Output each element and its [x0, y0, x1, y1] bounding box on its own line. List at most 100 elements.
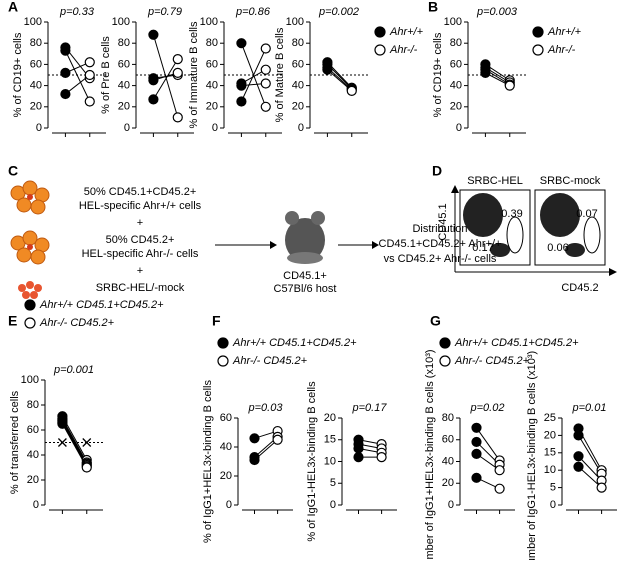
open-dot [272, 434, 283, 445]
y-tick-label: 80 [118, 37, 130, 49]
pair-connector [152, 58, 179, 100]
filled-dot [322, 64, 333, 75]
open-dot [504, 80, 515, 91]
open-dot [24, 317, 36, 329]
filled-dot [236, 96, 247, 107]
y-tick-label: 60 [206, 58, 218, 70]
filled-dot [471, 448, 482, 459]
y-tick-label: 15 [544, 447, 556, 459]
open-dot [260, 43, 271, 54]
pair-connector [152, 34, 179, 118]
y-tick-label: 0 [448, 499, 454, 511]
y-tick-label: 20 [324, 412, 336, 424]
y-tick-label: 40 [118, 80, 130, 92]
y-axis-label: % of Pre B cells [100, 36, 112, 114]
p-value: p=0.02 [470, 402, 505, 414]
y-tick-label: 60 [450, 58, 462, 70]
filled-dot [249, 433, 260, 444]
panel-letter: D [432, 163, 442, 179]
y-axis-label: % of IgG1-HEL3x-binding B cells [306, 381, 318, 542]
y-tick-label: 40 [30, 80, 42, 92]
legend-label: Ahr+/+ CD45.1+CD45.2+ [454, 337, 579, 349]
p-value: p=0.17 [352, 402, 388, 414]
panel-letter: A [8, 0, 18, 15]
y-axis-label: % of Mature B cells [274, 27, 286, 122]
open-dot [346, 85, 357, 97]
y-tick-label: 10 [544, 464, 556, 476]
legend-label: Ahr+/+ [547, 26, 582, 38]
diagram-text: + [137, 265, 143, 277]
y-tick-label: 60 [27, 424, 39, 436]
y-tick-label: 80 [27, 399, 39, 411]
filled-dot [480, 67, 491, 78]
gate-value: 0.17 [472, 242, 493, 254]
p-value: p=0.003 [476, 6, 518, 18]
y-tick-label: 15 [324, 434, 336, 446]
y-axis-label: Number of IgG1+HEL3x-binding B cells (x1… [424, 349, 436, 560]
p-value: p=0.03 [248, 402, 284, 414]
y-tick-label: 20 [118, 101, 130, 113]
y-tick-label: 80 [442, 412, 454, 424]
open-dot [260, 78, 271, 89]
y-tick-label: 60 [118, 58, 130, 70]
y-tick-label: 80 [206, 37, 218, 49]
pair-connector [64, 50, 91, 102]
legend-label: Ahr+/+ CD45.1+CD45.2+ [39, 299, 164, 311]
y-tick-label: 20 [206, 101, 218, 113]
filled-dot [217, 337, 229, 349]
outcome-text: vs CD45.2+ Ahr-/- cells [384, 253, 497, 265]
flow-axis-label: CD45.1 [437, 203, 449, 240]
filled-dot [573, 461, 584, 472]
y-tick-label: 0 [226, 499, 232, 511]
panel-letter: B [428, 0, 438, 15]
open-dot [494, 483, 505, 494]
diagram-text: HEL-specific Ahr-/- cells [82, 248, 199, 260]
y-tick-label: 40 [450, 80, 462, 92]
y-tick-label: 20 [442, 477, 454, 489]
outcome-text: CD45.1+CD45.2+ Ahr+/+ [379, 238, 502, 250]
open-dot [172, 53, 183, 65]
p-value: p=0.33 [59, 6, 95, 18]
diagram-text: SRBC-HEL/-mock [96, 282, 185, 294]
filled-dot [249, 454, 260, 466]
y-tick-label: 40 [27, 449, 39, 461]
legend-label: Ahr-/- CD45.2+ [454, 355, 530, 367]
open-dot [217, 355, 229, 367]
filled-dot [471, 436, 482, 448]
gate-value: 0.06 [547, 242, 568, 254]
filled-dot [236, 80, 247, 91]
panel-letter: F [212, 313, 221, 329]
p-value: p=0.79 [147, 6, 182, 18]
y-axis-label: % of CD19+ cells [432, 32, 444, 117]
p-value: p=0.86 [235, 6, 271, 18]
legend-label: Ahr+/+ CD45.1+CD45.2+ [232, 337, 357, 349]
filled-dot [532, 26, 544, 38]
filled-dot [471, 422, 482, 433]
y-axis-label: % of Immature B cells [188, 21, 200, 128]
y-tick-label: 20 [27, 474, 39, 486]
y-tick-label: 10 [324, 455, 336, 467]
filled-dot [353, 443, 364, 454]
y-tick-label: 20 [292, 101, 304, 113]
y-tick-label: 0 [550, 499, 556, 511]
host-text: CD45.1+ [283, 270, 327, 282]
pair-connector [476, 427, 501, 461]
open-dot [494, 465, 505, 476]
filled-dot [57, 418, 68, 429]
legend-label: Ahr-/- [547, 44, 576, 56]
filled-dot [439, 337, 451, 349]
flow-title: SRBC-mock [540, 175, 601, 187]
y-tick-label: 80 [292, 37, 304, 49]
filled-dot [148, 75, 159, 86]
diagram-text: 50% CD45.1+CD45.2+ [84, 186, 197, 198]
y-tick-label: 0 [456, 122, 462, 134]
open-dot [172, 67, 183, 78]
open-dot [84, 69, 95, 81]
legend-label: Ahr-/- [389, 44, 418, 56]
flow-axis-label: CD45.2 [561, 282, 598, 294]
gate-value: 0.39 [501, 208, 522, 220]
y-tick-label: 40 [442, 455, 454, 467]
open-dot [260, 101, 271, 112]
y-axis-label: % of IgG1+HEL3x-binding B cells [202, 380, 214, 543]
filled-dot [353, 452, 364, 463]
